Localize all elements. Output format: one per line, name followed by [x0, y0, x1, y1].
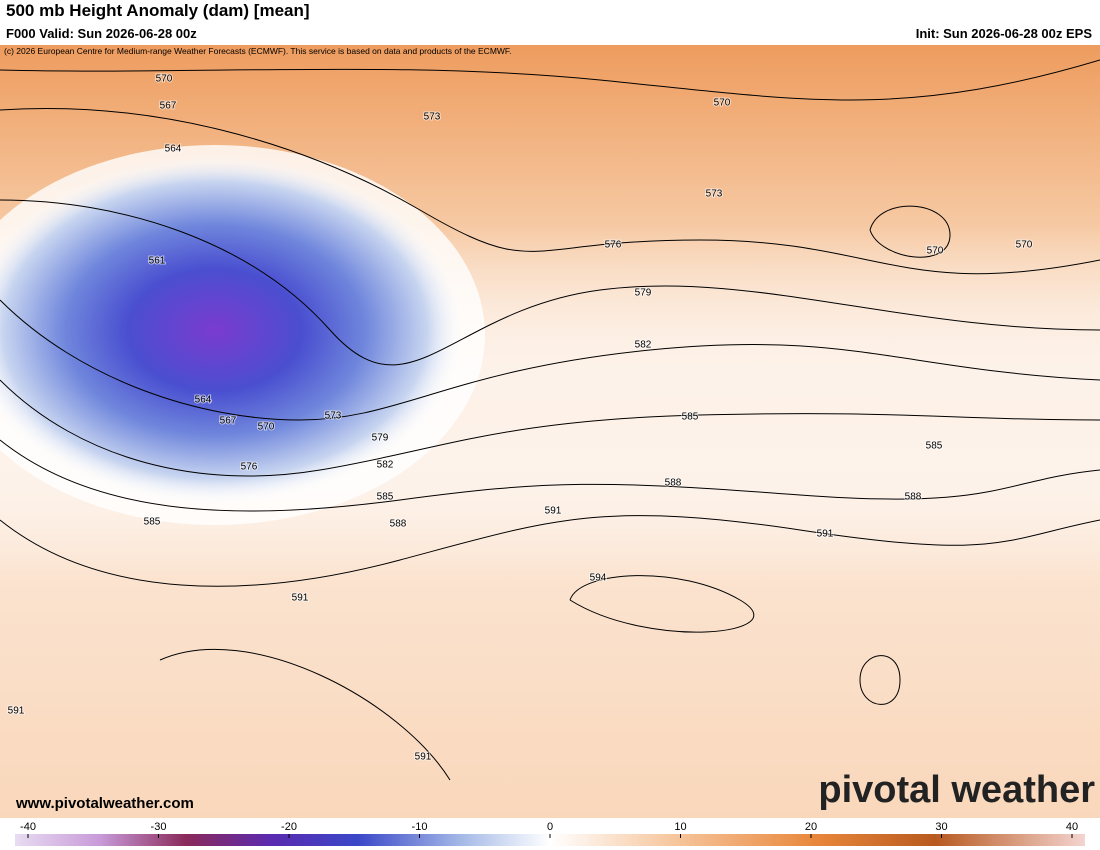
contour-label: 591 [8, 706, 25, 717]
contour-label: 591 [545, 506, 562, 517]
colorbar-tick-label: 10 [674, 821, 686, 833]
colorbar-tick-label: -20 [281, 821, 297, 833]
contour-labels: 570 567 564 573 570 573 576 570 570 561 579 582 564 5… [7, 73, 1034, 764]
contour-label: 564 [165, 144, 182, 155]
valid-time: F000 Valid: Sun 2026-06-28 00z [6, 26, 197, 41]
colorbar-tick-label: 30 [935, 821, 947, 833]
contour-label: 567 [160, 101, 177, 112]
contour-label: 576 [241, 462, 258, 473]
contour-label: 585 [926, 441, 943, 452]
contour-label: 588 [665, 478, 682, 489]
contours [0, 59, 1100, 781]
contour-label: 570 [714, 98, 731, 109]
contour-label: 567 [220, 416, 237, 427]
shading-trough [0, 155, 465, 505]
contour-label: 579 [372, 433, 389, 444]
contour-label: 591 [415, 752, 432, 763]
contour-label: 573 [706, 189, 723, 200]
contour-label: 570 [1016, 240, 1033, 251]
contour-label: 564 [195, 395, 212, 406]
colorbar-tick-label: 20 [805, 821, 817, 833]
contour-line [569, 575, 755, 633]
contour-line [159, 648, 451, 781]
contour-label: 588 [905, 492, 922, 503]
map-area: 570 567 564 573 570 573 576 570 570 561 579 582 564 5… [0, 45, 1100, 818]
contour-label: 585 [682, 412, 699, 423]
contour-label: 585 [377, 492, 394, 503]
copyright: (c) 2026 European Centre for Medium-rang… [4, 46, 512, 56]
contour-line [0, 199, 1100, 366]
colorbar-tick-label: 40 [1066, 821, 1078, 833]
contour-label: 582 [377, 460, 394, 471]
contour-label: 585 [144, 517, 161, 528]
website: www.pivotalweather.com [15, 795, 194, 812]
logo: pivotal weather [818, 769, 1095, 811]
contour-label: 570 [927, 246, 944, 257]
contour-line [0, 515, 1100, 587]
init-time: Init: Sun 2026-06-28 00z EPS [916, 26, 1093, 41]
contour-label: 573 [424, 112, 441, 123]
colorbar-tick-label: -30 [151, 821, 167, 833]
colorbar-tick-label: 0 [547, 821, 553, 833]
contour-label: 570 [156, 74, 173, 85]
contour-line [859, 655, 901, 705]
contour-line [0, 299, 1100, 421]
contour-line [0, 59, 1100, 101]
contour-label: 579 [635, 288, 652, 299]
contour-line [869, 205, 951, 258]
contour-label: 561 [149, 256, 166, 267]
contour-label: 582 [635, 340, 652, 351]
colorbar [15, 834, 1085, 846]
colorbar-tick-label: -40 [20, 821, 36, 833]
title: 500 mb Height Anomaly (dam) [mean] [6, 1, 310, 20]
contour-label: 591 [817, 529, 834, 540]
contour-line [0, 439, 1100, 512]
colorbar-ticks: -40 -30 -20 -10 0 10 20 30 40 [20, 821, 1078, 838]
contour-label: 570 [258, 422, 275, 433]
contour-label: 576 [605, 240, 622, 251]
contour-line [0, 107, 1100, 275]
contour-line [0, 379, 1100, 477]
contour-label: 591 [292, 593, 309, 604]
contour-label: 588 [390, 519, 407, 530]
colorbar-tick-label: -10 [412, 821, 428, 833]
contour-label: 594 [590, 573, 607, 584]
contour-label: 573 [325, 411, 342, 422]
